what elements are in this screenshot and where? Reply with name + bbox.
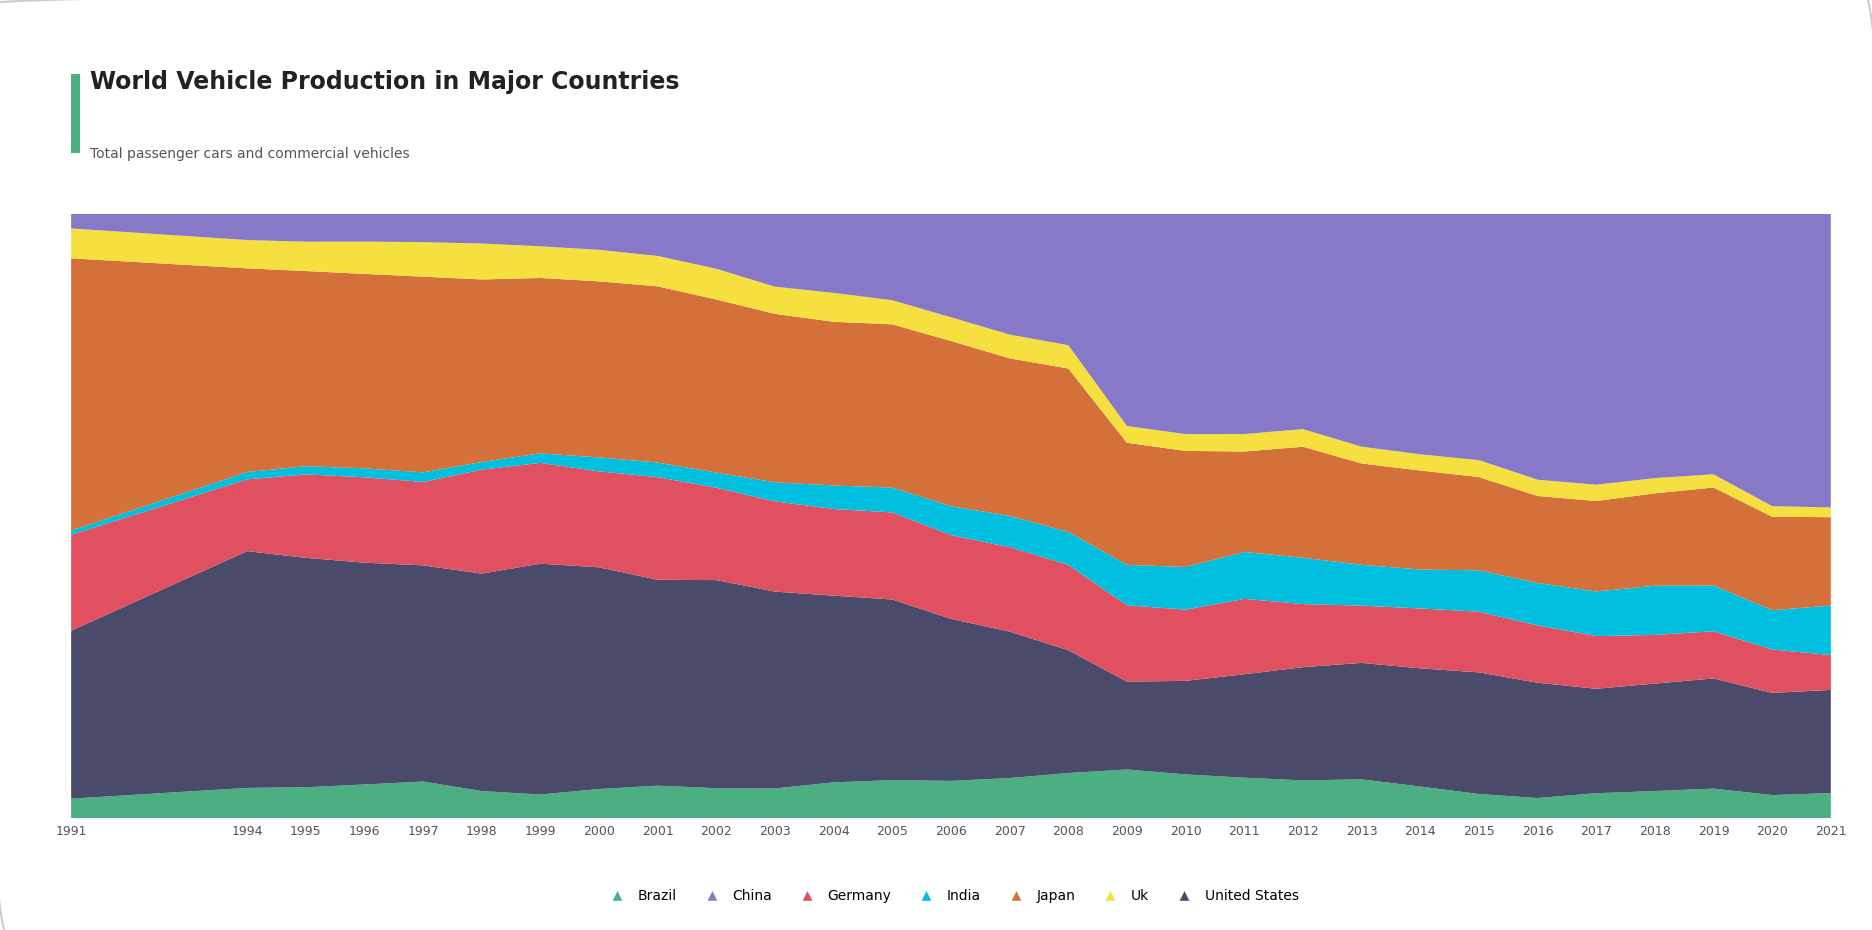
- Text: Total passenger cars and commercial vehicles: Total passenger cars and commercial vehi…: [90, 147, 410, 161]
- Text: World Vehicle Production in Major Countries: World Vehicle Production in Major Countr…: [90, 70, 680, 94]
- Legend: Brazil, China, Germany, India, Japan, Uk, United States: Brazil, China, Germany, India, Japan, Uk…: [597, 884, 1305, 909]
